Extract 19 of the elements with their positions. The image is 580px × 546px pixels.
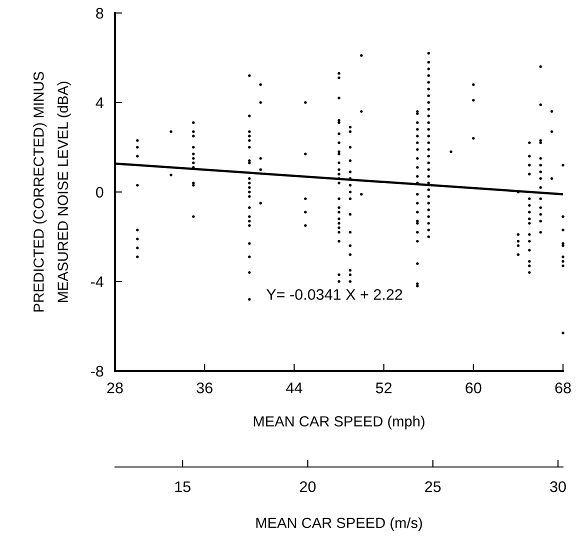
x2-axis-title: MEAN CAR SPEED (m/s)	[256, 517, 422, 531]
x2-tick-label: 15	[175, 481, 190, 492]
x2-tick-label: 30	[550, 481, 566, 492]
y-tick-label: -8	[90, 366, 104, 377]
y-tick-label: 8	[96, 8, 104, 19]
y-tick-label: 0	[96, 186, 104, 198]
x-tick-label: 52	[376, 382, 392, 394]
x-tick-label: 60	[466, 382, 482, 394]
x-axis-title: MEAN CAR SPEED (mph)	[254, 416, 424, 430]
x-tick-label: 44	[286, 382, 302, 394]
x-tick-label: 36	[196, 382, 212, 394]
y-tick-label: 4	[96, 98, 104, 108]
x2-tick-label: 25	[425, 481, 441, 492]
annotation: Y= -0.0341 X + 2.22	[266, 289, 402, 300]
y-tick-label: -4	[90, 276, 104, 288]
x-tick-label: 68	[555, 382, 571, 394]
x2-tick-label: 20	[300, 481, 316, 492]
y-axis-title: PREDICTED (CORRECTED) MINUS MEASURED NOISE LEVEL (dBA)	[33, 72, 71, 312]
x-tick-label: 28	[107, 382, 123, 394]
